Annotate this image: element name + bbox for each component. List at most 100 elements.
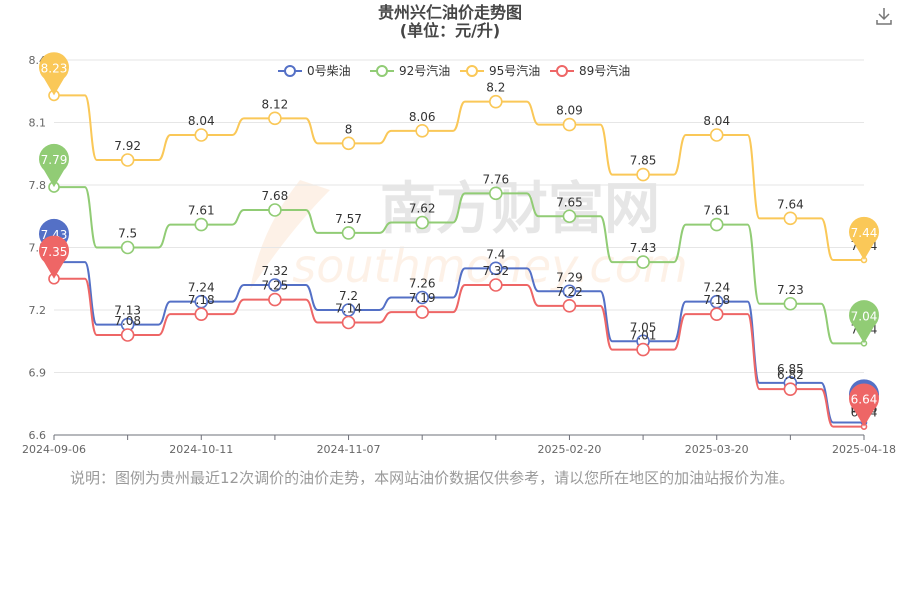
data-label: 7.85 <box>630 154 657 168</box>
data-point[interactable] <box>489 261 503 276</box>
legend[interactable]: 0号柴油 92号汽油 95号汽油 89号汽油 <box>278 63 630 78</box>
data-point[interactable] <box>341 226 356 240</box>
data-point[interactable] <box>709 128 724 142</box>
watermark-logo-icon <box>250 180 330 290</box>
data-point[interactable] <box>415 215 429 230</box>
marker-pin: 7.44 <box>849 216 880 260</box>
data-label: 7.14 <box>335 302 362 316</box>
data-label: 7.64 <box>777 197 804 211</box>
marker-pin: 7.35 <box>39 235 69 279</box>
data-label: 7.76 <box>482 172 509 186</box>
pin-shape <box>849 383 880 427</box>
data-label: 7.61 <box>188 204 215 218</box>
data-label: 8.04 <box>703 114 730 128</box>
data-label: 7.5 <box>118 227 137 241</box>
series-points <box>48 89 868 430</box>
data-label: 7.19 <box>409 291 436 305</box>
data-label: 7.23 <box>777 283 804 297</box>
data-label: 7.65 <box>556 195 583 209</box>
data-point[interactable] <box>120 153 135 167</box>
data-label: 8 <box>345 122 353 136</box>
data-point[interactable] <box>268 292 282 307</box>
data-point[interactable] <box>709 217 724 232</box>
marker-pin: 6.64 <box>849 383 880 427</box>
data-point[interactable] <box>783 296 798 311</box>
y-tick-label: 7.8 <box>29 179 47 192</box>
chart-subtitle: (单位：元/升) <box>399 21 501 40</box>
data-point[interactable] <box>268 111 282 126</box>
data-point[interactable] <box>120 240 135 255</box>
marker-pin: 7.04 <box>849 300 880 344</box>
data-point[interactable] <box>120 328 135 342</box>
y-tick-label: 6.6 <box>29 429 47 442</box>
data-point[interactable] <box>489 278 503 292</box>
download-icon[interactable] <box>874 6 894 26</box>
watermark-text: 南方财富网 <box>380 177 660 242</box>
data-point[interactable] <box>489 186 503 201</box>
data-point[interactable] <box>268 203 282 217</box>
data-label: 7.57 <box>335 212 362 226</box>
pin-shape <box>849 216 880 260</box>
x-tick-label: 2024-10-11 <box>169 443 233 456</box>
legend-label: 89号汽油 <box>579 63 630 78</box>
data-label: 7.92 <box>114 139 141 153</box>
data-label: 7.08 <box>114 314 141 328</box>
pin-shape <box>39 143 69 188</box>
data-point[interactable] <box>636 342 650 357</box>
legend-item[interactable]: 0号柴油 <box>278 64 351 78</box>
data-point[interactable] <box>341 136 356 151</box>
footnote: 说明：图例为贵州最近12次调价的油价走势，本网站油价数据仅供参考，请以您所在地区… <box>70 469 795 487</box>
data-label: 7.18 <box>703 293 730 307</box>
data-label: 7.43 <box>630 241 657 255</box>
legend-item[interactable]: 92号汽油 <box>370 63 450 78</box>
data-point[interactable] <box>341 315 356 330</box>
data-point[interactable] <box>636 255 650 269</box>
data-point[interactable] <box>415 124 429 138</box>
data-point[interactable] <box>415 305 429 319</box>
data-point[interactable] <box>562 117 577 132</box>
legend-label: 95号汽油 <box>489 63 540 78</box>
data-label: 7.01 <box>630 329 657 343</box>
data-point[interactable] <box>194 217 209 232</box>
y-tick-label: 8.1 <box>29 117 47 130</box>
data-point[interactable] <box>194 128 209 142</box>
pin-shape <box>849 300 880 344</box>
chart-title: 贵州兴仁油价走势图 <box>377 3 522 22</box>
legend-marker <box>284 65 296 77</box>
data-label: 7.22 <box>556 285 583 299</box>
data-label: 8.06 <box>409 110 436 124</box>
data-label: 7.25 <box>262 279 289 293</box>
pin-shape <box>39 52 69 96</box>
data-point[interactable] <box>562 284 577 299</box>
data-label: 7.2 <box>339 289 358 303</box>
data-point[interactable] <box>489 94 503 109</box>
data-point[interactable] <box>783 382 798 396</box>
legend-label: 0号柴油 <box>307 64 351 78</box>
data-label: 7.26 <box>409 277 436 291</box>
data-point[interactable] <box>268 278 282 292</box>
legend-label: 92号汽油 <box>399 63 450 78</box>
legend-item[interactable]: 89号汽油 <box>550 63 630 78</box>
y-tick-label: 7.2 <box>29 304 47 317</box>
data-label: 6.82 <box>777 368 804 382</box>
series-lines <box>54 94 864 428</box>
pin-label: 7.35 <box>41 245 68 259</box>
x-tick-label: 2024-11-07 <box>317 443 381 456</box>
data-point[interactable] <box>415 290 429 305</box>
data-label: 7.13 <box>114 304 141 318</box>
grid-lines <box>54 59 864 373</box>
data-point[interactable] <box>562 299 577 313</box>
data-label: 7.24 <box>188 281 215 295</box>
data-label: 8.2 <box>486 81 505 95</box>
data-point[interactable] <box>783 211 798 226</box>
data-point[interactable] <box>709 307 724 321</box>
legend-marker <box>376 65 388 77</box>
data-label: 6.85 <box>777 362 804 376</box>
legend-item[interactable]: 95号汽油 <box>460 63 540 78</box>
data-point[interactable] <box>636 167 650 182</box>
data-point[interactable] <box>194 307 209 321</box>
data-point[interactable] <box>562 209 577 224</box>
legend-marker <box>466 65 478 77</box>
series-line <box>54 186 864 345</box>
